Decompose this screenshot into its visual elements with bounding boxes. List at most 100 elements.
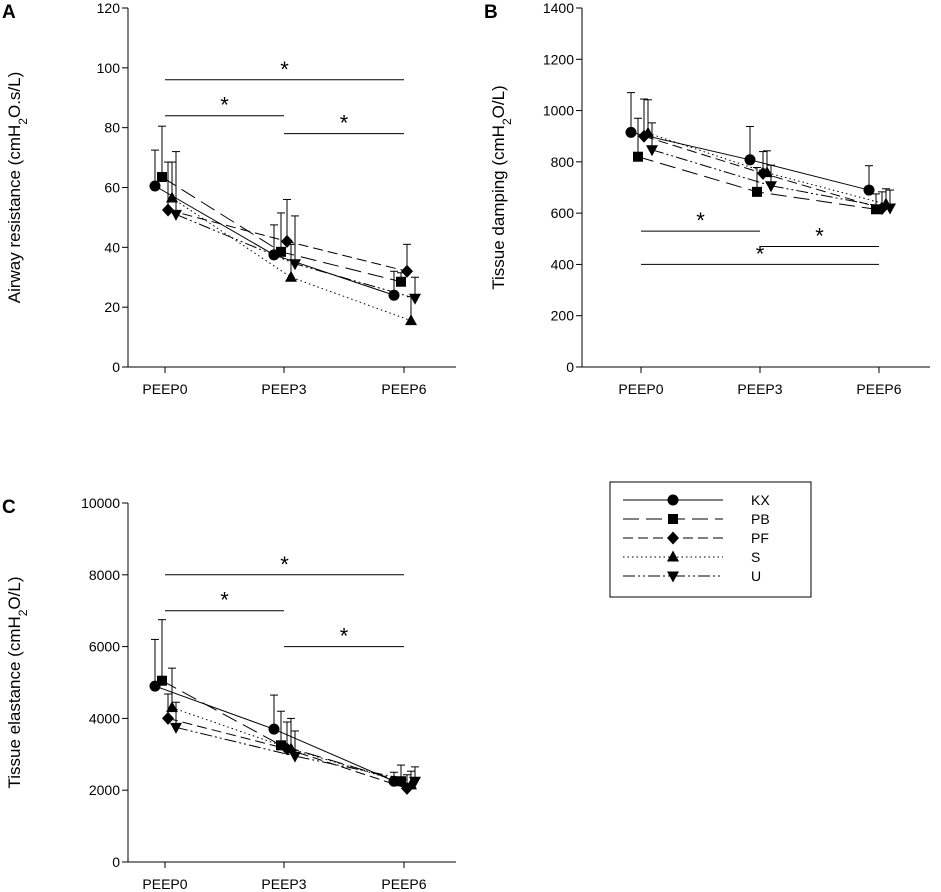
series-line-u — [651, 149, 891, 209]
significance-star: * — [340, 624, 349, 649]
data-point-s-triangle-up — [166, 701, 178, 713]
x-tick-label: PEEP3 — [261, 876, 306, 892]
legend-label-u: U — [751, 568, 761, 584]
significance-star: * — [280, 552, 289, 577]
y-axis-title-subscript: 2 — [500, 118, 514, 125]
y-tick-label: 0 — [112, 359, 120, 375]
y-axis-title-suffix: O/L) — [5, 576, 24, 609]
data-point-u-triangle-down — [409, 293, 421, 305]
data-point-kx-circle — [268, 723, 280, 735]
y-tick-label: 2000 — [89, 782, 120, 798]
y-tick-label: 6000 — [89, 639, 120, 655]
y-tick-label: 600 — [551, 205, 575, 221]
panel-letter-c: C — [2, 497, 16, 518]
data-point-s-triangle-up — [405, 778, 417, 790]
legend-marker-s-triangle-up — [667, 550, 679, 562]
y-axis-title-subscript: 2 — [16, 118, 30, 125]
x-tick-label: PEEP0 — [142, 876, 187, 892]
x-tick-label: PEEP6 — [381, 876, 426, 892]
data-point-pb-square — [276, 246, 286, 257]
panel-c: C 0 2000 4000 6000 8000 10000 PEEP0 PEEP3 PEEP6 Ti… — [2, 495, 456, 892]
y-tick-label: 40 — [104, 239, 120, 255]
y-tick-label: 60 — [104, 180, 120, 196]
data-point-u-triangle-down — [409, 776, 421, 788]
significance-star: * — [756, 241, 765, 266]
y-tick-label: 20 — [104, 299, 120, 315]
series-pb — [157, 619, 406, 787]
data-point-pb-square — [276, 740, 286, 751]
panel-a: A 0 20 40 60 80 100 120 PEEP0 PEEP3 PEEP6 Airway re… — [2, 0, 456, 397]
series-s — [166, 667, 417, 790]
data-point-s-triangle-up — [285, 742, 297, 754]
series-s — [166, 161, 417, 326]
series-pf — [638, 98, 888, 216]
y-axis-title-prefix: Airway resistance (cmH — [5, 125, 24, 304]
significance-star: * — [696, 208, 705, 233]
y-tick-label: 100 — [97, 60, 121, 76]
data-point-u-triangle-down — [765, 181, 777, 193]
y-tick-label: 1200 — [543, 51, 574, 67]
data-point-pf-diamond — [162, 203, 174, 217]
series-s — [642, 99, 892, 209]
series-line-s — [171, 707, 412, 786]
data-point-kx-circle — [744, 154, 756, 166]
series-pb — [633, 117, 881, 215]
legend: KX PB PF SU — [609, 481, 812, 598]
data-point-pb-square — [752, 186, 762, 197]
data-point-pb-square — [871, 204, 881, 215]
legend-marker-kx-circle — [667, 494, 679, 506]
data-point-kx-circle — [625, 126, 637, 138]
significance-star: * — [815, 223, 824, 248]
panel-b: B 0 200 400 600 800 1000 1200 1400 PEEP0 PEEP3 PEEP… — [484, 0, 930, 397]
series-line-pb — [161, 680, 402, 782]
legend-label-pf: PF — [751, 530, 769, 546]
x-tick-label: PEEP0 — [618, 381, 663, 397]
x-tick-label: PEEP6 — [856, 381, 901, 397]
y-tick-label: 4000 — [89, 710, 120, 726]
data-point-pb-square — [396, 276, 406, 287]
series-kx — [149, 149, 400, 301]
x-tick-label: PEEP6 — [381, 381, 426, 397]
y-tick-label: 8000 — [89, 567, 120, 583]
data-point-kx-circle — [863, 184, 875, 196]
y-axis-title-prefix: Tissue elastance (cmH — [5, 616, 24, 788]
series-line-u — [175, 726, 416, 782]
y-axis-title: Airway resistance (cmH2O.s/L) — [5, 72, 30, 304]
y-tick-label: 1000 — [543, 103, 574, 119]
legend-marker-pb-square — [668, 514, 678, 524]
data-point-pb-square — [396, 776, 406, 787]
legend-label-pb: PB — [751, 511, 770, 527]
data-point-pb-square — [157, 675, 167, 686]
data-point-s-triangle-up — [285, 270, 297, 282]
legend-box — [609, 481, 812, 598]
data-point-pb-square — [157, 172, 167, 183]
data-point-kx-circle — [149, 180, 161, 192]
data-point-s-triangle-up — [166, 191, 178, 203]
y-axis-title: Tissue damping (cmH2O/L) — [489, 85, 514, 289]
series-line-s — [647, 132, 887, 205]
panel-letter-b: B — [484, 2, 498, 23]
legend-label-kx: KX — [751, 492, 770, 508]
significance-star: * — [280, 57, 289, 82]
y-tick-label: 200 — [551, 308, 575, 324]
y-tick-label: 800 — [551, 154, 575, 170]
y-axis-title: Tissue elastance (cmH2O/L) — [5, 576, 30, 788]
y-axis-title-prefix: Tissue damping (cmH — [489, 125, 508, 290]
series-kx — [149, 638, 400, 787]
series-kx — [625, 92, 875, 196]
y-axis-title-suffix: O/L) — [489, 85, 508, 118]
significance-star: * — [220, 588, 229, 613]
y-axis-title-suffix: O.s/L) — [5, 72, 24, 118]
x-tick-label: PEEP3 — [737, 381, 782, 397]
y-tick-label: 120 — [97, 0, 121, 16]
data-point-u-triangle-down — [289, 259, 301, 271]
panel-letter-a: A — [2, 2, 16, 23]
series-pb — [157, 125, 406, 287]
data-point-u-triangle-down — [170, 209, 182, 221]
x-tick-label: PEEP0 — [142, 381, 187, 397]
y-tick-label: 10000 — [81, 495, 120, 511]
data-point-u-triangle-down — [646, 145, 658, 157]
significance-star: * — [220, 93, 229, 118]
